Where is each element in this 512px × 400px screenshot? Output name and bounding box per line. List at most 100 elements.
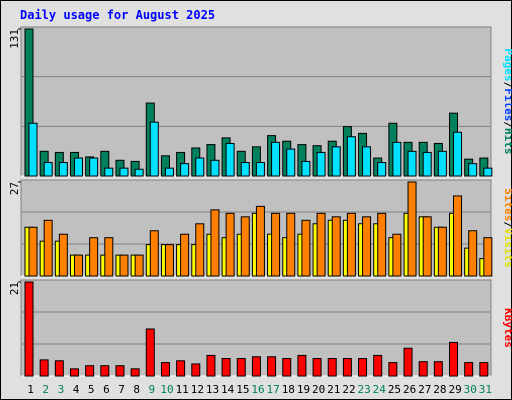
x-tick-label: 17 xyxy=(267,383,280,396)
bar xyxy=(73,254,83,277)
bar xyxy=(134,168,144,177)
bar xyxy=(89,237,99,277)
bar xyxy=(342,358,352,377)
x-tick-label: 27 xyxy=(418,383,431,396)
x-tick-label: 5 xyxy=(88,383,95,396)
bar xyxy=(331,146,341,177)
bar xyxy=(164,167,174,177)
bar xyxy=(327,358,337,377)
bar xyxy=(134,254,144,277)
bar xyxy=(316,212,326,277)
bar xyxy=(115,365,125,377)
bar xyxy=(437,226,447,277)
bar xyxy=(297,354,307,377)
bar xyxy=(195,223,205,277)
bar xyxy=(453,195,463,277)
legend-entry: Sites xyxy=(502,188,512,221)
bar xyxy=(479,362,489,377)
legend-entry: Hits xyxy=(502,128,512,155)
bar xyxy=(58,233,68,277)
x-tick-label: 21 xyxy=(327,383,340,396)
bar xyxy=(271,141,281,177)
bar xyxy=(28,226,38,277)
bar xyxy=(418,361,428,377)
bar xyxy=(119,254,129,277)
bar xyxy=(210,159,220,177)
bar xyxy=(271,212,281,277)
chart-title: Daily usage for August 2025 xyxy=(20,8,215,22)
bar xyxy=(453,131,463,177)
x-tick-label: 24 xyxy=(373,383,387,396)
bar xyxy=(225,212,235,277)
x-tick-label: 18 xyxy=(282,383,295,396)
x-tick-label: 9 xyxy=(149,383,156,396)
x-tick-label: 8 xyxy=(133,383,140,396)
bar xyxy=(468,230,478,277)
bar xyxy=(43,219,53,277)
bar xyxy=(54,360,64,377)
bar xyxy=(100,365,110,377)
bar xyxy=(104,167,114,177)
x-tick-label: 23 xyxy=(358,383,371,396)
legend: Sites/Visits xyxy=(502,188,512,268)
legend-entry: Pages xyxy=(502,49,512,82)
x-tick-label: 20 xyxy=(312,383,325,396)
bar xyxy=(255,205,265,277)
y-tick-label: 27 xyxy=(8,182,21,195)
x-tick-label: 11 xyxy=(176,383,189,396)
bar xyxy=(388,362,398,377)
bar xyxy=(73,157,83,177)
x-tick-label: 14 xyxy=(221,383,235,396)
bar xyxy=(39,359,49,377)
bar xyxy=(346,212,356,277)
bar xyxy=(373,354,383,377)
x-tick-label: 12 xyxy=(191,383,204,396)
bar xyxy=(362,216,372,277)
bar xyxy=(180,233,190,277)
bar xyxy=(24,281,34,377)
bar xyxy=(191,363,201,377)
x-tick-label: 4 xyxy=(73,383,80,396)
x-tick-label: 7 xyxy=(118,383,125,396)
bar xyxy=(164,244,174,277)
bar xyxy=(422,151,432,177)
bar xyxy=(195,157,205,177)
bar xyxy=(301,219,311,277)
x-tick-label: 16 xyxy=(251,383,264,396)
x-tick-label: 1 xyxy=(27,383,34,396)
bar xyxy=(358,358,368,377)
legend-separator: / xyxy=(502,221,512,228)
bar xyxy=(28,122,38,177)
bar xyxy=(346,136,356,177)
x-tick-label: 6 xyxy=(103,383,110,396)
legend: Pages/Files/Hits xyxy=(502,49,512,155)
bar xyxy=(119,167,129,177)
bar xyxy=(433,361,443,377)
bar xyxy=(282,358,292,377)
bar xyxy=(149,230,159,277)
bar xyxy=(160,362,170,377)
bar xyxy=(89,157,99,177)
legend: KBytes xyxy=(502,308,512,348)
bar xyxy=(130,368,140,377)
x-tick-label: 15 xyxy=(236,383,249,396)
bar xyxy=(251,356,261,377)
y-tick-label: 21 xyxy=(8,282,21,295)
bar xyxy=(221,358,231,377)
bar xyxy=(483,167,493,177)
x-tick-label: 30 xyxy=(464,383,477,396)
bar xyxy=(149,121,159,177)
legend-entry: Visits xyxy=(502,228,512,268)
bar xyxy=(58,162,68,177)
y-tick-label: 131 xyxy=(8,29,21,49)
legend-separator: / xyxy=(502,121,512,128)
legend-entry: KBytes xyxy=(502,308,512,348)
bar xyxy=(240,216,250,277)
bar xyxy=(225,142,235,177)
bar xyxy=(403,347,413,377)
x-tick-label: 31 xyxy=(479,383,492,396)
bar xyxy=(43,162,53,177)
bar xyxy=(255,162,265,177)
legend-separator: / xyxy=(502,82,512,89)
x-tick-label: 13 xyxy=(206,383,219,396)
